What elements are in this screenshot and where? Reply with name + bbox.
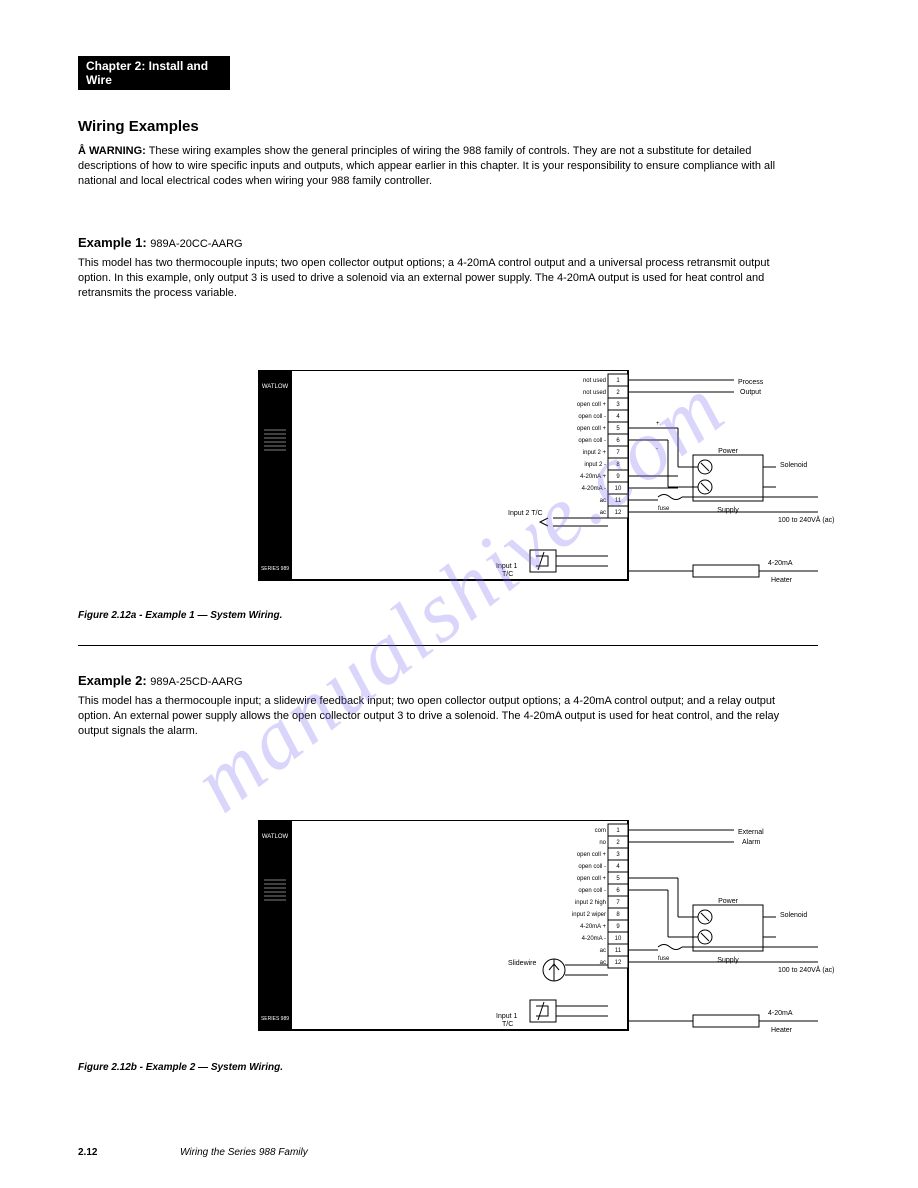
svg-text:100 to 240VÅ (ac): 100 to 240VÅ (ac) bbox=[778, 965, 834, 974]
svg-text:ac: ac bbox=[600, 948, 606, 954]
example2-heading: Example 2: 989A-25CD-AARG bbox=[78, 673, 243, 688]
svg-text:open coll +: open coll + bbox=[577, 876, 607, 882]
svg-text:11: 11 bbox=[615, 498, 622, 504]
ex1-code: 989A-20CC-AARG bbox=[150, 238, 242, 250]
svg-text:Supply: Supply bbox=[717, 957, 739, 964]
svg-text:Input 1: Input 1 bbox=[496, 1013, 518, 1020]
svg-text:10: 10 bbox=[615, 936, 622, 942]
figure-caption-1: Figure 2.12a - Example 1 — System Wiring… bbox=[78, 610, 282, 621]
svg-text:SERIES 989: SERIES 989 bbox=[261, 1016, 289, 1022]
svg-text:open coll -: open coll - bbox=[578, 438, 606, 444]
svg-text:+: + bbox=[656, 421, 660, 427]
ex2-code: 989A-25CD-AARG bbox=[150, 676, 242, 688]
svg-text:4-20mA +: 4-20mA + bbox=[580, 924, 606, 930]
svg-text:open coll +: open coll + bbox=[577, 852, 607, 858]
page-root: manualshive.com Chapter 2: Install and W… bbox=[0, 0, 918, 1188]
brand-label: WATLOW bbox=[262, 384, 289, 390]
example1-heading: Example 1: 989A-20CC-AARG bbox=[78, 235, 243, 250]
svg-text:100 to 240VÅ (ac): 100 to 240VÅ (ac) bbox=[778, 515, 834, 524]
svg-text:4-20mA: 4-20mA bbox=[768, 560, 793, 567]
svg-text:Solenoid: Solenoid bbox=[780, 462, 807, 469]
ex1-head: Example 1: bbox=[78, 235, 147, 250]
svg-text:12: 12 bbox=[615, 960, 622, 966]
section-divider bbox=[78, 645, 818, 646]
svg-text:Power: Power bbox=[718, 898, 739, 905]
svg-text:Process: Process bbox=[738, 379, 764, 386]
svg-text:input 2 high: input 2 high bbox=[575, 900, 606, 906]
svg-text:input 2 +: input 2 + bbox=[583, 450, 607, 456]
svg-text:Alarm: Alarm bbox=[742, 839, 760, 846]
svg-text:4-20mA: 4-20mA bbox=[768, 1010, 793, 1017]
svg-text:12: 12 bbox=[615, 510, 622, 516]
svg-text:ac: ac bbox=[600, 498, 606, 504]
warning-head: Å WARNING: bbox=[78, 145, 146, 157]
svg-text:Solenoid: Solenoid bbox=[780, 912, 807, 919]
svg-text:fuse: fuse bbox=[658, 956, 670, 962]
footer-title: Wiring the Series 988 Family bbox=[180, 1147, 308, 1158]
svg-text:SERIES 989: SERIES 989 bbox=[261, 566, 289, 572]
svg-text:Power: Power bbox=[718, 448, 739, 455]
svg-text:input 2 -: input 2 - bbox=[584, 462, 606, 468]
svg-text:ac: ac bbox=[600, 510, 606, 516]
chapter-bar: Chapter 2: Install and Wire bbox=[78, 56, 230, 90]
svg-text:10: 10 bbox=[615, 486, 622, 492]
svg-text:11: 11 bbox=[615, 948, 622, 954]
svg-text:Output: Output bbox=[740, 389, 761, 396]
svg-text:External: External bbox=[738, 829, 764, 836]
svg-text:Heater: Heater bbox=[771, 577, 793, 584]
svg-text:T/C: T/C bbox=[502, 571, 513, 578]
svg-text:open coll -: open coll - bbox=[578, 888, 606, 894]
example1-desc: This model has two thermocouple inputs; … bbox=[78, 256, 798, 301]
svg-text:4-20mA -: 4-20mA - bbox=[582, 486, 606, 492]
svg-text:T/C: T/C bbox=[502, 1021, 513, 1028]
svg-text:Heater: Heater bbox=[771, 1027, 793, 1034]
svg-text:open coll -: open coll - bbox=[578, 864, 606, 870]
figure-caption-2: Figure 2.12b - Example 2 — System Wiring… bbox=[78, 1062, 283, 1073]
svg-text:WATLOW: WATLOW bbox=[262, 834, 289, 840]
diagram-2: WATLOW SERIES 989 com1 no2 open coll +3 … bbox=[258, 820, 838, 1055]
svg-text:Input 2 T/C: Input 2 T/C bbox=[508, 510, 543, 517]
svg-text:open coll +: open coll + bbox=[577, 402, 607, 408]
svg-text:Supply: Supply bbox=[717, 507, 739, 514]
example2-desc: This model has a thermocouple input; a s… bbox=[78, 694, 798, 739]
svg-text:open coll -: open coll - bbox=[578, 414, 606, 420]
svg-text:Slidewire: Slidewire bbox=[508, 960, 537, 967]
svg-text:not used: not used bbox=[583, 378, 606, 384]
svg-text:Input 1: Input 1 bbox=[496, 563, 518, 570]
svg-text:fuse: fuse bbox=[658, 506, 670, 512]
svg-text:no: no bbox=[599, 840, 606, 846]
intro-body: These wiring examples show the general p… bbox=[78, 145, 775, 187]
svg-text:open coll +: open coll + bbox=[577, 426, 607, 432]
section-intro: Å WARNING: These wiring examples show th… bbox=[78, 144, 808, 189]
svg-text:-: - bbox=[656, 446, 658, 452]
svg-text:4-20mA +: 4-20mA + bbox=[580, 474, 606, 480]
svg-text:not used: not used bbox=[583, 390, 606, 396]
svg-text:input 2 wiper: input 2 wiper bbox=[572, 912, 606, 918]
page-number: 2.12 bbox=[78, 1147, 97, 1158]
svg-text:com: com bbox=[595, 828, 606, 834]
section-title: Wiring Examples bbox=[78, 118, 199, 135]
diagram-1: WATLOW SERIES 989 not used1 not used2 op… bbox=[258, 370, 838, 605]
ex2-head: Example 2: bbox=[78, 673, 147, 688]
svg-text:4-20mA -: 4-20mA - bbox=[582, 936, 606, 942]
